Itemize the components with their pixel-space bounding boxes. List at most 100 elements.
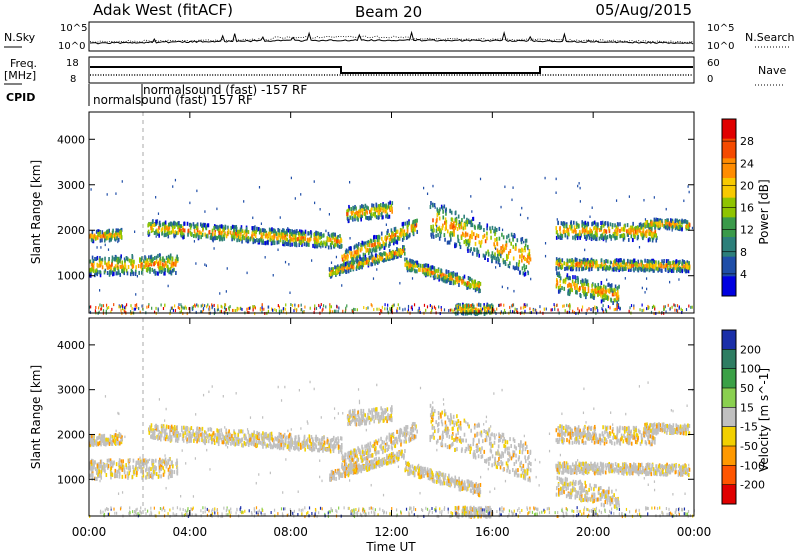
data-cell: [501, 228, 504, 232]
data-cell: [451, 222, 454, 227]
data-cell: [272, 229, 275, 234]
data-cell: [680, 224, 683, 229]
data-cell: [679, 226, 682, 231]
data-cell: [616, 235, 618, 240]
data-cell: [225, 234, 228, 239]
data-cell: [171, 261, 174, 266]
data-cell: [141, 475, 143, 480]
data-cell: [187, 232, 189, 237]
data-cell: [484, 254, 486, 259]
data-cell: [627, 265, 629, 270]
data-cell: [444, 217, 447, 222]
data-cell: [305, 439, 308, 444]
data-cell: [115, 234, 117, 239]
data-cell: [411, 223, 414, 228]
data-cell: [303, 242, 306, 247]
data-cell: [386, 253, 388, 258]
data-cell: [594, 307, 596, 311]
data-cell: [647, 263, 650, 268]
data-cell: [646, 264, 648, 269]
data-cell: [403, 231, 406, 236]
data-cell: [212, 304, 214, 308]
data-cell: [164, 224, 166, 229]
data-cell: [588, 235, 591, 240]
data-cell: [183, 221, 186, 226]
data-cell: [363, 257, 366, 262]
colorbar-swatch: [722, 178, 736, 199]
data-cell: [596, 225, 598, 230]
data-cell: [628, 261, 631, 266]
data-cell: [289, 238, 291, 243]
data-cell: [487, 303, 489, 307]
data-cell: [315, 434, 317, 439]
data-cell: [465, 242, 468, 247]
data-cell: [687, 269, 690, 274]
data-cell: [563, 226, 565, 231]
data-cell: [110, 232, 113, 237]
data-cell: [96, 246, 98, 249]
data-cell: [219, 228, 222, 233]
data-cell: [623, 227, 626, 232]
data-cell: [278, 443, 281, 448]
data-cell: [388, 252, 391, 257]
data-cell: [189, 222, 192, 227]
data-cell: [655, 260, 657, 265]
data-cell: [182, 228, 184, 233]
data-cell: [569, 307, 571, 311]
data-cell: [557, 260, 560, 265]
data-cell: [213, 247, 215, 250]
data-cell: [464, 225, 467, 230]
data-cell: [465, 283, 468, 288]
data-cell: [315, 241, 318, 246]
data-cell: [586, 291, 588, 296]
data-cell: [141, 267, 144, 272]
data-cell: [644, 267, 647, 272]
data-cell: [667, 268, 670, 273]
data-cell: [132, 263, 135, 268]
data-cell: [397, 307, 399, 311]
data-cell: [621, 267, 624, 272]
data-cell: [245, 226, 248, 231]
data-cell: [158, 469, 161, 474]
data-cell: [109, 434, 112, 439]
data-cell: [677, 261, 680, 266]
data-cell: [200, 222, 202, 227]
data-cell: [300, 241, 302, 246]
data-cell: [224, 307, 226, 311]
data-cell: [432, 275, 434, 278]
data-cell: [374, 207, 377, 212]
data-cell: [101, 435, 104, 440]
data-cell: [530, 277, 532, 281]
data-cell: [575, 267, 578, 272]
data-cell: [158, 269, 161, 274]
data-cell: [108, 438, 110, 443]
data-cell: [458, 242, 461, 247]
data-cell: [113, 233, 116, 238]
data-cell: [430, 226, 433, 231]
data-cell: [425, 308, 427, 312]
nsearch-label: N.Search: [745, 31, 795, 44]
data-cell: [667, 303, 669, 307]
data-cell: [684, 269, 687, 274]
data-cell: [116, 271, 119, 276]
data-cell: [523, 272, 526, 277]
data-cell: [114, 236, 116, 241]
data-cell: [134, 303, 136, 307]
data-cell: [572, 282, 575, 287]
data-cell: [166, 231, 169, 236]
data-cell: [124, 310, 126, 314]
data-cell: [198, 230, 201, 235]
data-cell: [202, 310, 204, 314]
data-cell: [644, 223, 646, 228]
data-cell: [644, 232, 646, 237]
data-cell: [473, 312, 475, 316]
data-cell: [140, 264, 142, 269]
data-cell: [656, 217, 659, 222]
data-cell: [379, 312, 381, 316]
data-cell: [109, 233, 112, 238]
data-cell: [372, 256, 375, 261]
data-cell: [289, 242, 292, 247]
data-cell: [419, 310, 421, 314]
data-cell: [603, 298, 605, 303]
data-cell: [140, 460, 143, 465]
